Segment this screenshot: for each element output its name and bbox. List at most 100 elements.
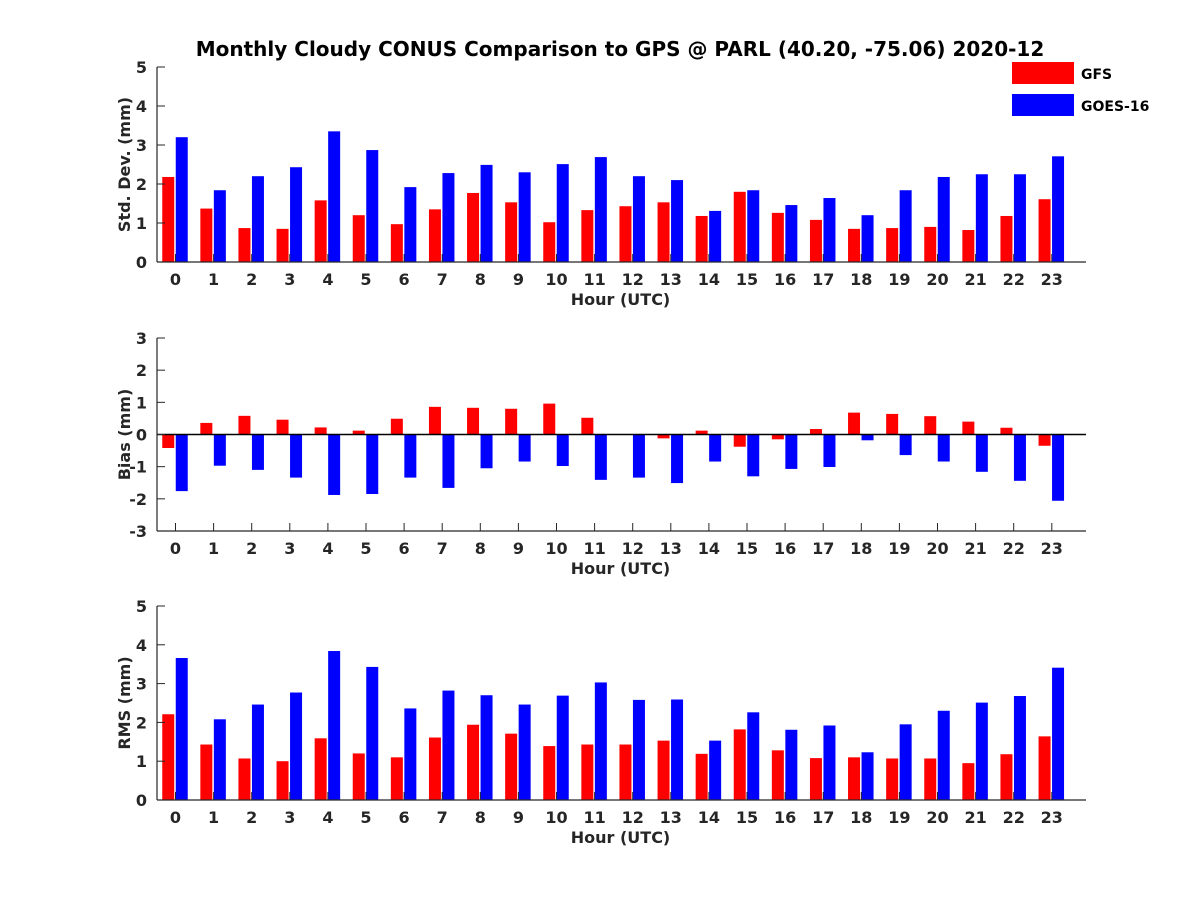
x-tick-label: 18 bbox=[850, 539, 872, 558]
bar-gfs-hour-1 bbox=[200, 422, 213, 435]
bar-goes-16-hour-14 bbox=[709, 740, 722, 800]
x-axis-label: Hour (UTC) bbox=[571, 828, 671, 847]
bar-gfs-hour-22 bbox=[1000, 215, 1013, 262]
bar-goes-16-hour-20 bbox=[937, 710, 950, 800]
bar-gfs-hour-11 bbox=[581, 744, 594, 800]
bar-goes-16-hour-6 bbox=[404, 434, 417, 478]
bar-gfs-hour-20 bbox=[924, 226, 937, 262]
x-tick-label: 7 bbox=[437, 808, 448, 827]
bar-goes-16-hour-3 bbox=[290, 434, 303, 478]
bar-goes-16-hour-14 bbox=[709, 434, 722, 462]
bar-goes-16-hour-5 bbox=[366, 434, 379, 495]
bar-goes-16-hour-2 bbox=[251, 704, 264, 800]
x-tick-label: 10 bbox=[545, 808, 567, 827]
x-tick-label: 2 bbox=[246, 808, 257, 827]
bar-gfs-hour-14 bbox=[695, 430, 708, 435]
x-tick-label: 11 bbox=[583, 539, 605, 558]
bar-goes-16-hour-10 bbox=[556, 695, 569, 800]
bar-goes-16-hour-10 bbox=[556, 434, 569, 467]
x-axis-label: Hour (UTC) bbox=[571, 559, 671, 578]
bar-goes-16-hour-4 bbox=[328, 434, 341, 495]
bar-goes-16-hour-7 bbox=[442, 173, 455, 262]
bar-goes-16-hour-15 bbox=[747, 434, 760, 477]
bar-goes-16-hour-16 bbox=[785, 205, 798, 262]
bar-goes-16-hour-17 bbox=[823, 198, 836, 262]
bar-gfs-hour-7 bbox=[428, 209, 441, 262]
bar-gfs-hour-18 bbox=[848, 412, 861, 435]
bar-goes-16-hour-19 bbox=[899, 434, 912, 456]
bar-goes-16-hour-10 bbox=[556, 164, 569, 262]
bar-gfs-hour-0 bbox=[162, 176, 175, 262]
bar-gfs-hour-7 bbox=[428, 737, 441, 800]
y-tick-label: 2 bbox=[136, 713, 147, 732]
bar-goes-16-hour-15 bbox=[747, 712, 760, 800]
bar-goes-16-hour-19 bbox=[899, 190, 912, 262]
bar-gfs-hour-12 bbox=[619, 206, 632, 262]
bar-gfs-hour-9 bbox=[505, 202, 518, 262]
bar-goes-16-hour-20 bbox=[937, 176, 950, 262]
bar-gfs-hour-18 bbox=[848, 228, 861, 262]
bar-gfs-hour-23 bbox=[1038, 434, 1051, 446]
x-tick-label: 2 bbox=[246, 270, 257, 289]
bar-gfs-hour-16 bbox=[771, 434, 784, 440]
bar-goes-16-hour-23 bbox=[1052, 434, 1065, 501]
bar-goes-16-hour-22 bbox=[1013, 434, 1026, 481]
x-tick-label: 22 bbox=[1003, 808, 1025, 827]
x-tick-label: 7 bbox=[437, 270, 448, 289]
bar-goes-16-hour-14 bbox=[709, 210, 722, 262]
bar-goes-16-hour-9 bbox=[518, 434, 531, 462]
bar-goes-16-hour-23 bbox=[1052, 667, 1065, 800]
bar-goes-16-hour-6 bbox=[404, 708, 417, 800]
bar-gfs-hour-21 bbox=[962, 763, 975, 800]
bar-gfs-hour-4 bbox=[314, 738, 327, 800]
bar-gfs-hour-17 bbox=[809, 429, 822, 435]
bar-goes-16-hour-19 bbox=[899, 724, 912, 800]
bar-gfs-hour-19 bbox=[886, 228, 899, 262]
y-tick-label: 4 bbox=[136, 97, 147, 116]
chart-title: Monthly Cloudy CONUS Comparison to GPS @… bbox=[196, 37, 1045, 61]
bar-goes-16-hour-3 bbox=[290, 692, 303, 800]
x-tick-label: 16 bbox=[774, 539, 796, 558]
bar-goes-16-hour-4 bbox=[328, 131, 341, 262]
bar-goes-16-hour-9 bbox=[518, 172, 531, 262]
bar-goes-16-hour-23 bbox=[1052, 156, 1065, 262]
x-tick-label: 6 bbox=[399, 270, 410, 289]
bar-gfs-hour-6 bbox=[390, 418, 403, 435]
legend-swatch-goes-16 bbox=[1012, 94, 1074, 116]
bar-gfs-hour-3 bbox=[276, 761, 289, 800]
bar-goes-16-hour-12 bbox=[632, 176, 645, 262]
y-tick-label: 1 bbox=[136, 752, 147, 771]
bar-goes-16-hour-12 bbox=[632, 434, 645, 478]
bar-goes-16-hour-7 bbox=[442, 434, 455, 488]
bar-gfs-hour-9 bbox=[505, 408, 518, 435]
x-tick-label: 23 bbox=[1041, 808, 1063, 827]
bar-gfs-hour-11 bbox=[581, 210, 594, 262]
x-tick-label: 20 bbox=[926, 808, 948, 827]
bar-gfs-hour-15 bbox=[733, 729, 746, 800]
bar-gfs-hour-22 bbox=[1000, 754, 1013, 800]
x-tick-label: 15 bbox=[736, 270, 758, 289]
bar-goes-16-hour-20 bbox=[937, 434, 950, 462]
bar-gfs-hour-20 bbox=[924, 416, 937, 435]
x-tick-label: 5 bbox=[360, 270, 371, 289]
bar-gfs-hour-12 bbox=[619, 744, 632, 800]
bar-goes-16-hour-0 bbox=[175, 434, 188, 492]
bar-goes-16-hour-22 bbox=[1013, 174, 1026, 262]
bar-goes-16-hour-3 bbox=[290, 167, 303, 262]
bar-goes-16-hour-18 bbox=[861, 752, 874, 800]
bar-gfs-hour-0 bbox=[162, 714, 175, 800]
y-tick-label: 1 bbox=[136, 214, 147, 233]
bar-gfs-hour-8 bbox=[467, 724, 480, 800]
bar-goes-16-hour-18 bbox=[861, 434, 874, 441]
x-tick-label: 21 bbox=[964, 808, 986, 827]
bar-goes-16-hour-6 bbox=[404, 187, 417, 262]
x-tick-label: 13 bbox=[660, 808, 682, 827]
bar-gfs-hour-10 bbox=[543, 746, 556, 800]
y-tick-label: -1 bbox=[129, 458, 147, 477]
x-tick-label: 17 bbox=[812, 270, 834, 289]
bar-gfs-hour-1 bbox=[200, 208, 213, 262]
bar-gfs-hour-19 bbox=[886, 413, 899, 435]
x-tick-label: 1 bbox=[208, 270, 219, 289]
